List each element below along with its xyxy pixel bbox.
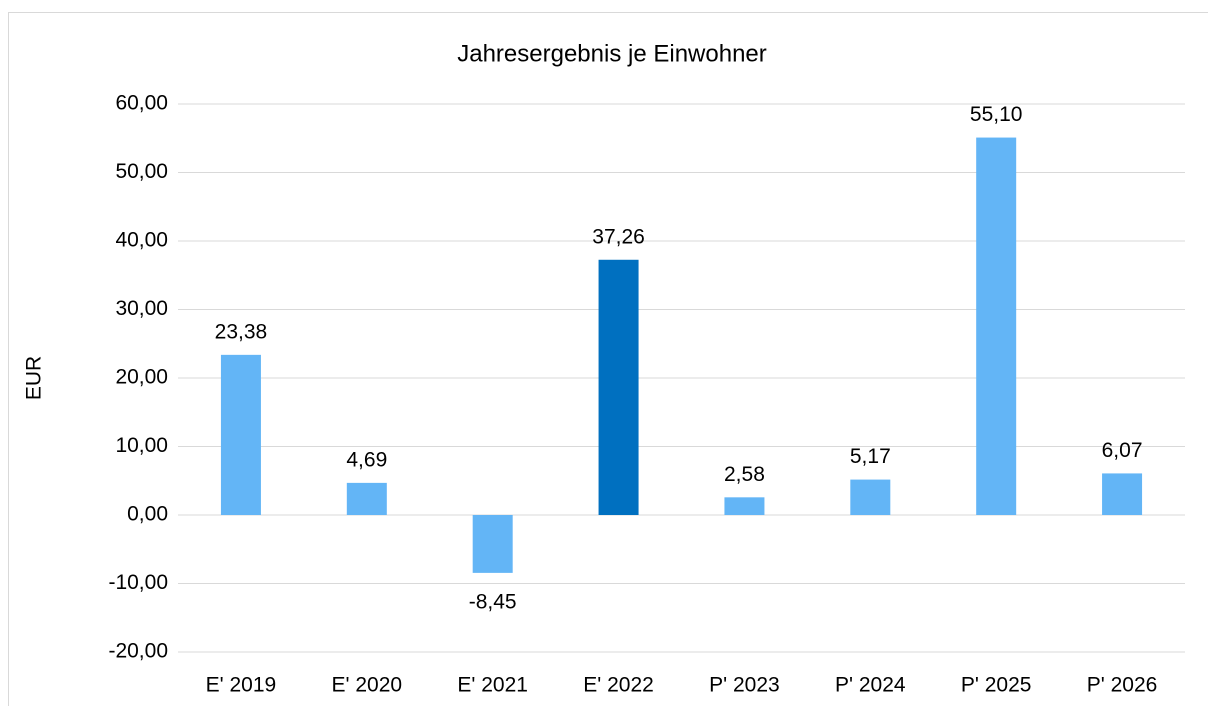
y-tick-label: 40,00: [115, 229, 168, 252]
y-tick-label: -10,00: [108, 571, 168, 594]
x-tick-label: P' 2024: [835, 674, 906, 697]
bar: [220, 354, 261, 515]
y-axis-label: EUR: [23, 356, 46, 400]
data-label: 5,17: [850, 445, 891, 468]
bar: [598, 259, 639, 515]
x-tick-label: E' 2020: [332, 674, 403, 697]
bar: [346, 482, 387, 515]
data-label: 55,10: [970, 103, 1023, 126]
x-tick-label: E' 2022: [583, 674, 654, 697]
bar: [724, 497, 765, 515]
data-label: 6,07: [1102, 439, 1143, 462]
x-tick-label: P' 2023: [709, 674, 780, 697]
x-tick-label: E' 2021: [457, 674, 528, 697]
data-label: -8,45: [469, 590, 517, 613]
y-tick-label: 0,00: [127, 503, 168, 526]
y-tick-label: 10,00: [115, 434, 168, 457]
data-label: 2,58: [724, 463, 765, 486]
y-tick-label: 60,00: [115, 92, 168, 115]
data-label: 37,26: [592, 225, 645, 248]
bar: [976, 137, 1017, 515]
bar: [472, 515, 513, 573]
chart-title: Jahresergebnis je Einwohner: [457, 40, 767, 67]
data-label: 4,69: [346, 448, 387, 471]
bar: [1102, 473, 1143, 515]
data-label: 23,38: [215, 320, 268, 343]
y-tick-label: 20,00: [115, 366, 168, 389]
y-tick-label: 30,00: [115, 297, 168, 320]
chart-frame: [8, 12, 1208, 706]
y-tick-label: 50,00: [115, 160, 168, 183]
x-tick-label: E' 2019: [206, 674, 277, 697]
y-tick-label: -20,00: [108, 640, 168, 663]
bar: [850, 479, 891, 515]
x-tick-label: P' 2026: [1087, 674, 1158, 697]
x-tick-label: P' 2025: [961, 674, 1032, 697]
